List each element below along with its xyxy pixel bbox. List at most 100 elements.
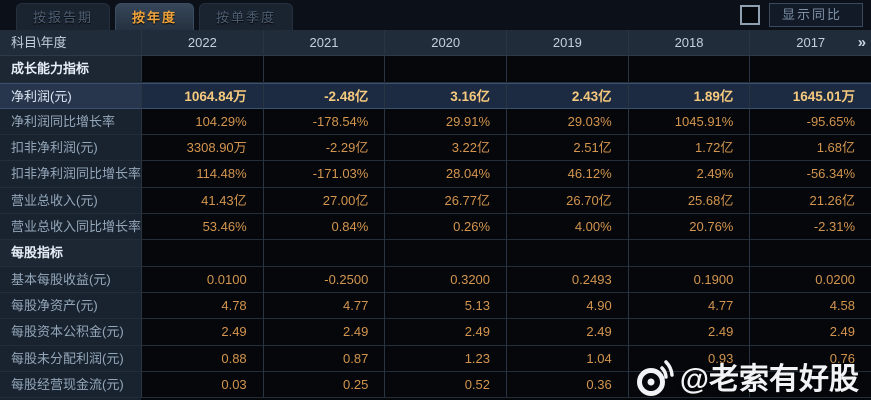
show-yoy-label[interactable]: 显示同比: [768, 3, 863, 27]
cell-value: [384, 56, 507, 83]
table-row[interactable]: 扣非净利润(元) 3308.90万 -2.29亿 3.22亿 2.51亿 1.72亿 1.6…: [0, 135, 871, 162]
table-row[interactable]: 基本每股收益(元) 0.0100 -0.2500 0.3200 0.2493 0.1900…: [0, 266, 871, 293]
row-label: 每股资本公积金(元): [0, 319, 141, 346]
cell-value: 0.88: [141, 345, 263, 372]
cell-value: 4.58: [749, 292, 871, 320]
cell-value: 53.46%: [141, 214, 263, 241]
cell-value: 3.22亿: [384, 135, 507, 162]
more-years-button[interactable]: »: [857, 34, 867, 51]
cell-value: 2.43亿: [506, 82, 628, 109]
corner-label: 科目\年度: [0, 30, 141, 57]
cell-value: [141, 56, 263, 83]
cell-value: 1.89亿: [627, 82, 750, 109]
row-label: 扣非净利润同比增长率: [0, 161, 141, 188]
financials-table: 科目\年度 2022 2021 2020 2019 2018 2017» 成长能力指标 净利…: [0, 30, 871, 400]
cell-value: [141, 240, 263, 267]
table-filler: [0, 398, 871, 400]
cell-value: 0.26%: [384, 214, 507, 241]
year-header-row: 科目\年度 2022 2021 2020 2019 2018 2017»: [0, 30, 871, 57]
tab-annual[interactable]: 按年度: [115, 3, 195, 30]
cell-value: 4.77: [262, 292, 385, 320]
cell-value: 0.36: [506, 371, 628, 399]
cell-value: 4.90: [506, 292, 628, 320]
year-header-2017: 2017»: [749, 30, 871, 57]
cell-value: 104.29%: [141, 108, 263, 136]
cell-value: 2.51亿: [506, 135, 628, 162]
row-label: 每股净资产(元): [0, 292, 141, 320]
cell-value: 0.25: [262, 371, 385, 399]
cell-value: -0.2500: [262, 266, 385, 293]
cell-value: [262, 56, 385, 83]
cell-value: 2.49: [384, 319, 507, 346]
tab-single-quarter[interactable]: 按单季度: [199, 3, 294, 30]
cell-value: [627, 240, 750, 267]
cell-value: [384, 240, 507, 267]
show-yoy-checkbox[interactable]: [739, 5, 760, 25]
section-row: 每股指标: [0, 240, 871, 267]
cell-value: -178.54%: [262, 108, 385, 136]
cell-value: 1645.01万: [749, 82, 871, 109]
tab-report-period[interactable]: 按报告期: [16, 3, 111, 30]
cell-value: 1.04: [506, 345, 628, 372]
table-row[interactable]: 净利润同比增长率 104.29% -178.54% 29.91% 29.03% 1045.…: [0, 108, 871, 136]
section-row: 成长能力指标: [0, 56, 871, 83]
cell-value: 4.77: [627, 292, 750, 320]
cell-value: -2.48亿: [262, 82, 385, 109]
table-row[interactable]: 每股经营现金流(元) 0.03 0.25 0.52 0.36: [0, 371, 871, 399]
yoy-controls: 显示同比: [739, 3, 863, 27]
row-label: 每股指标: [0, 240, 141, 267]
year-header-2018: 2018: [627, 30, 750, 57]
cell-value: -2.29亿: [262, 135, 385, 162]
cell-value: 1.23: [384, 345, 507, 372]
table-row[interactable]: 每股未分配利润(元) 0.88 0.87 1.23 1.04 0.93 0.76: [0, 345, 871, 372]
cell-value: 4.00%: [506, 214, 628, 241]
cell-value: -95.65%: [749, 108, 871, 136]
cell-value: -56.34%: [749, 161, 871, 188]
table-row[interactable]: 营业总收入(元) 41.43亿 27.00亿 26.77亿 26.70亿 25.68亿 21…: [0, 187, 871, 215]
cell-value: 2.49: [506, 319, 628, 346]
cell-value: 0.76: [749, 345, 871, 372]
cell-value: 0.0200: [749, 266, 871, 293]
cell-value: 27.00亿: [262, 187, 385, 215]
cell-value: 0.87: [262, 345, 385, 372]
table-body: 成长能力指标 净利润(元) 1064.84万 -2.48亿 3.16亿 2.43亿 1.89…: [0, 56, 871, 399]
cell-value: 2.49%: [627, 161, 750, 188]
row-label: 净利润同比增长率: [0, 108, 141, 136]
cell-value: 0.2493: [506, 266, 628, 293]
cell-value: 5.13: [384, 292, 507, 320]
table-row[interactable]: 净利润(元) 1064.84万 -2.48亿 3.16亿 2.43亿 1.89亿 1645.…: [0, 82, 871, 109]
row-label: 营业总收入同比增长率: [0, 214, 141, 241]
cell-value: 26.77亿: [384, 187, 507, 215]
cell-value: 1064.84万: [141, 82, 263, 109]
cell-value: 114.48%: [141, 161, 263, 188]
year-header-2020: 2020: [384, 30, 507, 57]
cell-value: 21.26亿: [749, 187, 871, 215]
cell-value: 2.49: [141, 319, 263, 346]
row-label: 扣非净利润(元): [0, 135, 141, 162]
cell-value: 20.76%: [627, 214, 750, 241]
cell-value: 2.49: [627, 319, 750, 346]
row-label: 每股未分配利润(元): [0, 345, 141, 372]
cell-value: 29.91%: [384, 108, 507, 136]
cell-value: 2.49: [262, 319, 385, 346]
cell-value: [506, 240, 628, 267]
cell-value: [262, 240, 385, 267]
cell-value: [749, 240, 871, 267]
table-row[interactable]: 每股资本公积金(元) 2.49 2.49 2.49 2.49 2.49 2.49: [0, 319, 871, 346]
cell-value: 0.93: [627, 345, 750, 372]
row-label: 每股经营现金流(元): [0, 371, 141, 399]
table-row[interactable]: 扣非净利润同比增长率 114.48% -171.03% 28.04% 46.12% 2.4…: [0, 161, 871, 188]
table-row[interactable]: 营业总收入同比增长率 53.46% 0.84% 0.26% 4.00% 20.76% -2.…: [0, 214, 871, 241]
year-header-2022: 2022: [141, 30, 263, 57]
table-row[interactable]: 每股净资产(元) 4.78 4.77 5.13 4.90 4.77 4.58: [0, 292, 871, 320]
cell-value: -171.03%: [262, 161, 385, 188]
cell-value: [506, 56, 628, 83]
cell-value: 29.03%: [506, 108, 628, 136]
year-header-2019: 2019: [506, 30, 628, 57]
cell-value: 41.43亿: [141, 187, 263, 215]
year-header-2021: 2021: [262, 30, 385, 57]
period-tabbar: 按报告期 按年度 按单季度 显示同比: [0, 0, 871, 30]
cell-value: 4.78: [141, 292, 263, 320]
cell-value: [627, 371, 750, 399]
